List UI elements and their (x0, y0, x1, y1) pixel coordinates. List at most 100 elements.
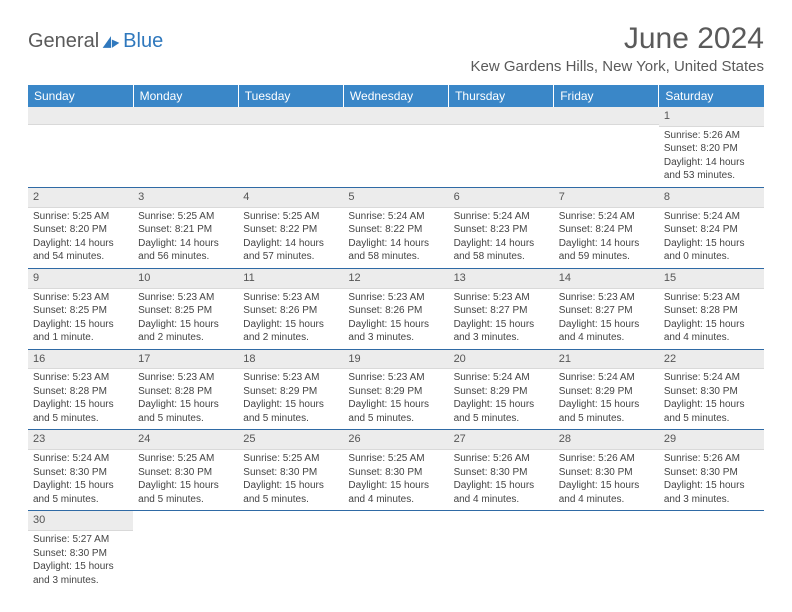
calendar-cell: 13Sunrise: 5:23 AMSunset: 8:27 PMDayligh… (449, 268, 554, 349)
day-number: 1 (659, 107, 764, 127)
daylight-text: Daylight: 14 hours and 57 minutes. (243, 237, 338, 264)
day-number: 22 (659, 350, 764, 370)
calendar-week: 30Sunrise: 5:27 AMSunset: 8:30 PMDayligh… (28, 511, 764, 591)
day-number: 7 (554, 188, 659, 208)
title-block: June 2024 (624, 22, 764, 56)
day-number: 29 (659, 430, 764, 450)
brand-logo: General Blue (28, 22, 163, 53)
day-content: Sunrise: 5:24 AMSunset: 8:30 PMDaylight:… (28, 450, 133, 510)
day-number: 15 (659, 269, 764, 289)
sunrise-text: Sunrise: 5:23 AM (138, 371, 233, 385)
sunrise-text: Sunrise: 5:24 AM (454, 371, 549, 385)
daylight-text: Daylight: 15 hours and 3 minutes. (33, 560, 128, 587)
sunset-text: Sunset: 8:30 PM (243, 466, 338, 480)
calendar-week: 9Sunrise: 5:23 AMSunset: 8:25 PMDaylight… (28, 268, 764, 349)
calendar-cell: 18Sunrise: 5:23 AMSunset: 8:29 PMDayligh… (238, 349, 343, 430)
calendar-week: 2Sunrise: 5:25 AMSunset: 8:20 PMDaylight… (28, 187, 764, 268)
daylight-text: Daylight: 15 hours and 4 minutes. (454, 479, 549, 506)
day-number: 3 (133, 188, 238, 208)
day-content: Sunrise: 5:23 AMSunset: 8:29 PMDaylight:… (343, 369, 448, 429)
sunset-text: Sunset: 8:30 PM (664, 385, 759, 399)
sunrise-text: Sunrise: 5:24 AM (664, 371, 759, 385)
day-number: 17 (133, 350, 238, 370)
sunrise-text: Sunrise: 5:25 AM (138, 210, 233, 224)
sunrise-text: Sunrise: 5:25 AM (243, 210, 338, 224)
sunrise-text: Sunrise: 5:24 AM (454, 210, 549, 224)
day-number: 30 (28, 511, 133, 531)
sunset-text: Sunset: 8:20 PM (33, 223, 128, 237)
sunset-text: Sunset: 8:22 PM (348, 223, 443, 237)
day-content: Sunrise: 5:23 AMSunset: 8:25 PMDaylight:… (28, 289, 133, 349)
sunset-text: Sunset: 8:27 PM (559, 304, 654, 318)
day-number: 2 (28, 188, 133, 208)
daylight-text: Daylight: 15 hours and 3 minutes. (454, 318, 549, 345)
sunset-text: Sunset: 8:25 PM (33, 304, 128, 318)
daylight-text: Daylight: 14 hours and 56 minutes. (138, 237, 233, 264)
daylight-text: Daylight: 15 hours and 5 minutes. (243, 479, 338, 506)
daylight-text: Daylight: 15 hours and 2 minutes. (138, 318, 233, 345)
calendar-cell: 30Sunrise: 5:27 AMSunset: 8:30 PMDayligh… (28, 511, 133, 591)
sunset-text: Sunset: 8:24 PM (559, 223, 654, 237)
day-number: 28 (554, 430, 659, 450)
calendar-cell: 15Sunrise: 5:23 AMSunset: 8:28 PMDayligh… (659, 268, 764, 349)
calendar-cell: 3Sunrise: 5:25 AMSunset: 8:21 PMDaylight… (133, 187, 238, 268)
calendar-cell (449, 511, 554, 591)
sunrise-text: Sunrise: 5:23 AM (348, 291, 443, 305)
calendar-cell: 7Sunrise: 5:24 AMSunset: 8:24 PMDaylight… (554, 187, 659, 268)
calendar-cell: 27Sunrise: 5:26 AMSunset: 8:30 PMDayligh… (449, 430, 554, 511)
sunrise-text: Sunrise: 5:23 AM (664, 291, 759, 305)
day-number: 4 (238, 188, 343, 208)
day-content: Sunrise: 5:26 AMSunset: 8:20 PMDaylight:… (659, 127, 764, 187)
page-title: June 2024 (624, 22, 764, 56)
sunrise-text: Sunrise: 5:26 AM (664, 129, 759, 143)
sail-icon (101, 34, 121, 50)
sunset-text: Sunset: 8:30 PM (559, 466, 654, 480)
sunrise-text: Sunrise: 5:25 AM (33, 210, 128, 224)
daylight-text: Daylight: 15 hours and 3 minutes. (348, 318, 443, 345)
calendar-cell: 11Sunrise: 5:23 AMSunset: 8:26 PMDayligh… (238, 268, 343, 349)
calendar-cell: 23Sunrise: 5:24 AMSunset: 8:30 PMDayligh… (28, 430, 133, 511)
day-content: Sunrise: 5:23 AMSunset: 8:28 PMDaylight:… (659, 289, 764, 349)
daylight-text: Daylight: 14 hours and 53 minutes. (664, 156, 759, 183)
sunset-text: Sunset: 8:29 PM (559, 385, 654, 399)
day-content: Sunrise: 5:23 AMSunset: 8:27 PMDaylight:… (449, 289, 554, 349)
daylight-text: Daylight: 15 hours and 1 minute. (33, 318, 128, 345)
day-number: 16 (28, 350, 133, 370)
day-content: Sunrise: 5:23 AMSunset: 8:27 PMDaylight:… (554, 289, 659, 349)
sunrise-text: Sunrise: 5:24 AM (664, 210, 759, 224)
calendar-cell: 9Sunrise: 5:23 AMSunset: 8:25 PMDaylight… (28, 268, 133, 349)
logo-text-blue: Blue (123, 30, 163, 53)
daylight-text: Daylight: 15 hours and 5 minutes. (138, 479, 233, 506)
calendar-cell (238, 107, 343, 187)
day-header: Sunday (28, 85, 133, 107)
calendar-cell: 17Sunrise: 5:23 AMSunset: 8:28 PMDayligh… (133, 349, 238, 430)
sunset-text: Sunset: 8:29 PM (348, 385, 443, 399)
sunset-text: Sunset: 8:30 PM (138, 466, 233, 480)
sunrise-text: Sunrise: 5:23 AM (559, 291, 654, 305)
calendar-week: 16Sunrise: 5:23 AMSunset: 8:28 PMDayligh… (28, 349, 764, 430)
day-header: Monday (133, 85, 238, 107)
day-number: 9 (28, 269, 133, 289)
daylight-text: Daylight: 15 hours and 5 minutes. (559, 398, 654, 425)
calendar-cell: 22Sunrise: 5:24 AMSunset: 8:30 PMDayligh… (659, 349, 764, 430)
calendar-cell (343, 511, 448, 591)
day-content: Sunrise: 5:24 AMSunset: 8:23 PMDaylight:… (449, 208, 554, 268)
daylight-text: Daylight: 15 hours and 5 minutes. (664, 398, 759, 425)
calendar-cell: 28Sunrise: 5:26 AMSunset: 8:30 PMDayligh… (554, 430, 659, 511)
day-content: Sunrise: 5:25 AMSunset: 8:30 PMDaylight:… (343, 450, 448, 510)
calendar-cell: 29Sunrise: 5:26 AMSunset: 8:30 PMDayligh… (659, 430, 764, 511)
day-number: 25 (238, 430, 343, 450)
empty-day-bar (343, 107, 448, 125)
day-number: 12 (343, 269, 448, 289)
daylight-text: Daylight: 14 hours and 58 minutes. (348, 237, 443, 264)
daylight-text: Daylight: 14 hours and 54 minutes. (33, 237, 128, 264)
day-header: Thursday (449, 85, 554, 107)
day-content: Sunrise: 5:23 AMSunset: 8:25 PMDaylight:… (133, 289, 238, 349)
sunrise-text: Sunrise: 5:23 AM (138, 291, 233, 305)
day-number: 27 (449, 430, 554, 450)
day-number: 11 (238, 269, 343, 289)
calendar-cell: 26Sunrise: 5:25 AMSunset: 8:30 PMDayligh… (343, 430, 448, 511)
location-subtitle: Kew Gardens Hills, New York, United Stat… (28, 58, 764, 75)
sunrise-text: Sunrise: 5:23 AM (243, 291, 338, 305)
daylight-text: Daylight: 15 hours and 5 minutes. (33, 398, 128, 425)
